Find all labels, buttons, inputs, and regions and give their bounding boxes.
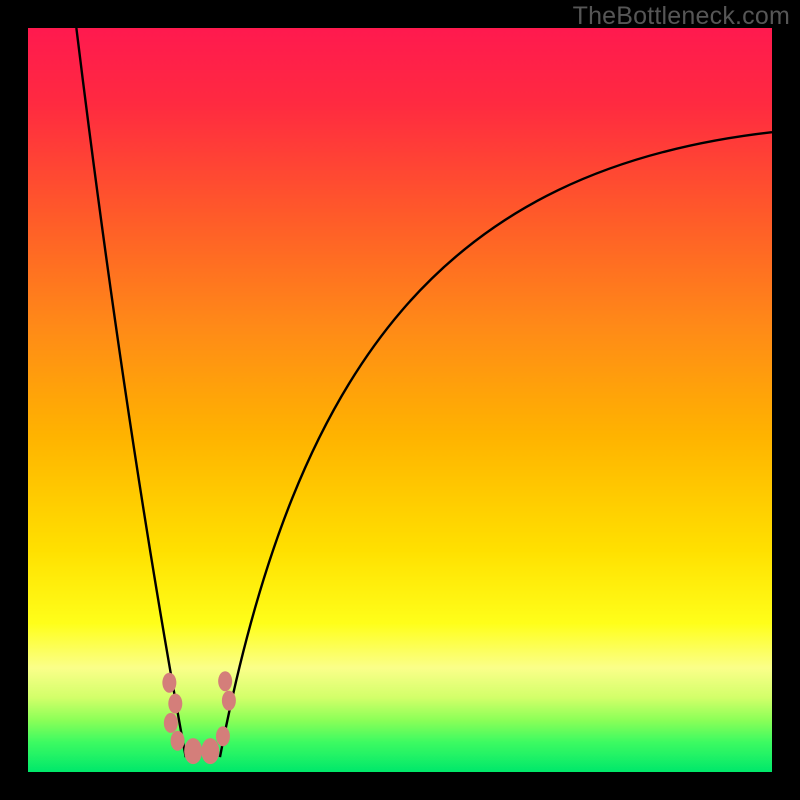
data-marker — [162, 673, 176, 693]
data-markers — [162, 671, 236, 764]
data-marker — [184, 738, 202, 764]
left-curve — [76, 28, 185, 757]
data-marker — [218, 671, 232, 691]
chart-container: TheBottleneck.com — [0, 0, 800, 800]
right-curve — [220, 132, 772, 757]
data-marker — [164, 713, 178, 733]
data-marker — [168, 694, 182, 714]
curves-layer — [28, 28, 772, 772]
data-marker — [222, 691, 236, 711]
data-marker — [216, 726, 230, 746]
plot-area — [28, 28, 772, 772]
data-marker — [171, 731, 185, 751]
data-marker — [201, 738, 219, 764]
watermark-text: TheBottleneck.com — [573, 2, 790, 31]
